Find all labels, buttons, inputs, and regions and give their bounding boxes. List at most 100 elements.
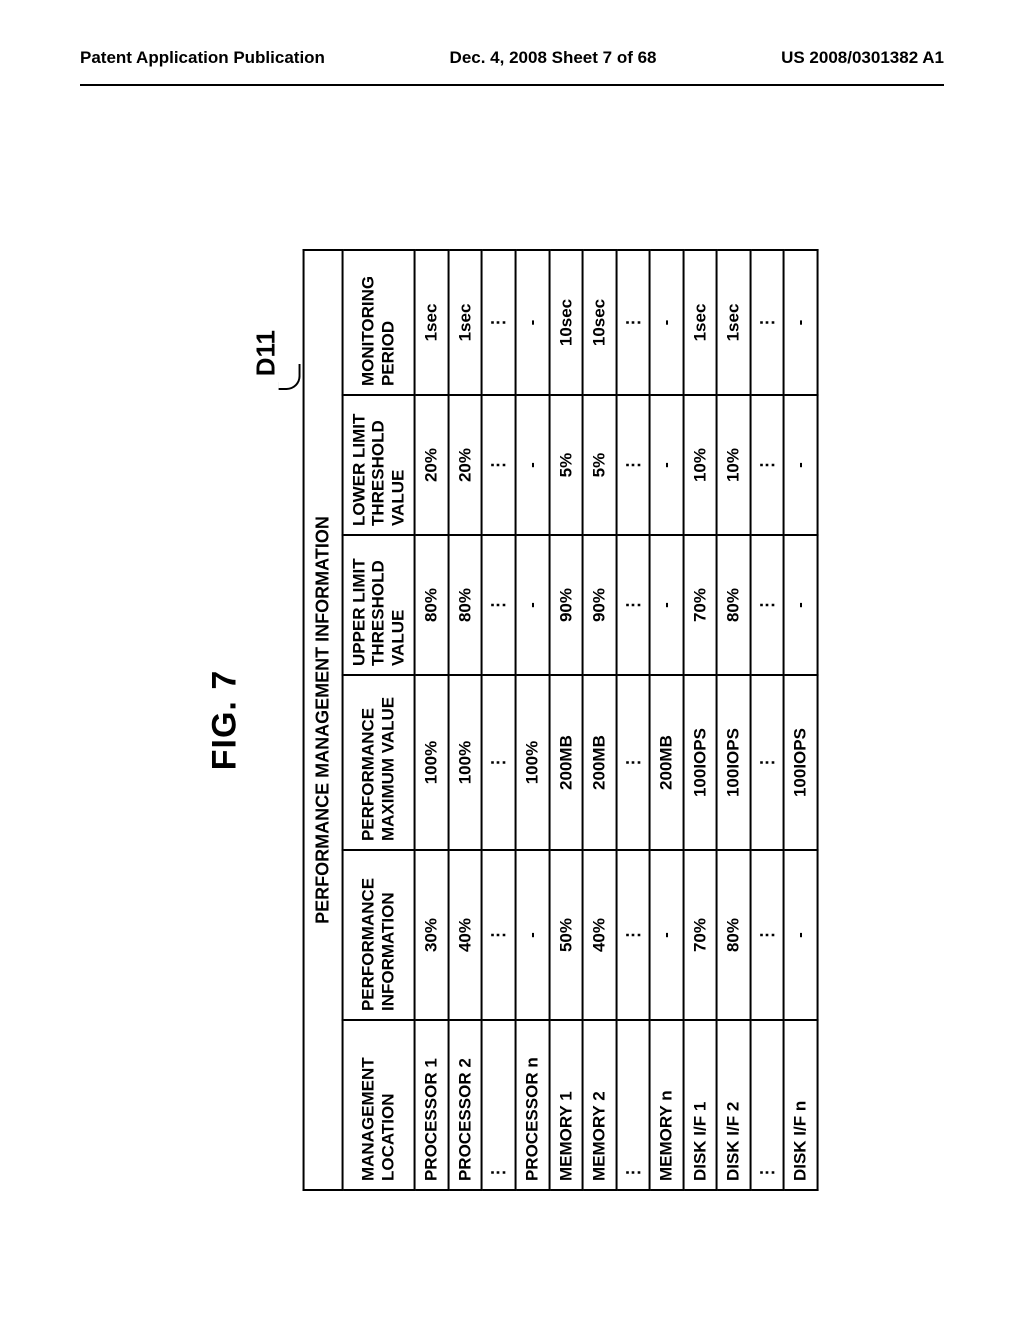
cell: ⋮ xyxy=(482,1020,516,1190)
cell: ⋮ xyxy=(750,535,784,675)
cell: DISK I/F n xyxy=(784,1020,818,1190)
col-lower: LOWER LIMIT THRESHOLD VALUE xyxy=(342,395,415,535)
callout-text: D11 xyxy=(251,330,282,376)
cell: ⋮ xyxy=(616,850,650,1020)
cell: MEMORY 1 xyxy=(549,1020,583,1190)
cell: 80% xyxy=(415,535,449,675)
cell: - xyxy=(784,850,818,1020)
cell: - xyxy=(516,250,550,395)
cell: ⋮ xyxy=(482,675,516,850)
col-perf-info: PERFORMANCE INFORMATION xyxy=(342,850,415,1020)
cell: 10sec xyxy=(583,250,617,395)
cell: 90% xyxy=(583,535,617,675)
cell: - xyxy=(784,535,818,675)
figure-block: FIG. 7 D11 PERFORMANCE MANAGEMENT INFORM… xyxy=(206,210,819,1230)
header-rule xyxy=(80,84,944,86)
sheet-label: Dec. 4, 2008 Sheet 7 of 68 xyxy=(450,48,657,68)
cell: - xyxy=(516,535,550,675)
cell: ⋮ xyxy=(616,395,650,535)
cell: 100IOPS xyxy=(683,675,717,850)
cell: 80% xyxy=(717,850,751,1020)
cell: 70% xyxy=(683,535,717,675)
cell: ⋮ xyxy=(482,250,516,395)
cell: 20% xyxy=(448,395,482,535)
cell: ⋮ xyxy=(616,1020,650,1190)
cell: 200MB xyxy=(549,675,583,850)
cell: ⋮ xyxy=(750,675,784,850)
figure-label: FIG. 7 xyxy=(206,210,245,1230)
cell: 50% xyxy=(549,850,583,1020)
cell: 80% xyxy=(717,535,751,675)
cell: 20% xyxy=(415,395,449,535)
cell: 1sec xyxy=(415,250,449,395)
table-header-row: MANAGEMENT LOCATION PERFORMANCE INFORMAT… xyxy=(342,250,415,1190)
table-row: DISK I/F n-100IOPS--- xyxy=(784,250,818,1190)
cell: ⋮ xyxy=(750,250,784,395)
col-location: MANAGEMENT LOCATION xyxy=(342,1020,415,1190)
figure-callout: D11 xyxy=(257,210,303,1230)
table-row: ⋮⋮⋮⋮⋮⋮ xyxy=(616,250,650,1190)
cell: - xyxy=(516,395,550,535)
cell: 5% xyxy=(583,395,617,535)
table-row: DISK I/F 170%100IOPS70%10%1sec xyxy=(683,250,717,1190)
page-header: Patent Application Publication Dec. 4, 2… xyxy=(0,0,1024,78)
col-perf-max: PERFORMANCE MAXIMUM VALUE xyxy=(342,675,415,850)
table-row: ⋮⋮⋮⋮⋮⋮ xyxy=(482,250,516,1190)
cell: ⋮ xyxy=(750,395,784,535)
cell: 90% xyxy=(549,535,583,675)
cell: PROCESSOR 2 xyxy=(448,1020,482,1190)
table-row: MEMORY 150%200MB90%5%10sec xyxy=(549,250,583,1190)
cell: 1sec xyxy=(448,250,482,395)
cell: MEMORY 2 xyxy=(583,1020,617,1190)
cell: 10% xyxy=(717,395,751,535)
table-row: PROCESSOR 130%100%80%20%1sec xyxy=(415,250,449,1190)
cell: 5% xyxy=(549,395,583,535)
cell: MEMORY n xyxy=(650,1020,684,1190)
cell: 1sec xyxy=(717,250,751,395)
cell: 100IOPS xyxy=(717,675,751,850)
cell: 80% xyxy=(448,535,482,675)
cell: 30% xyxy=(415,850,449,1020)
cell: DISK I/F 2 xyxy=(717,1020,751,1190)
col-upper: UPPER LIMIT THRESHOLD VALUE xyxy=(342,535,415,675)
table-row: DISK I/F 280%100IOPS80%10%1sec xyxy=(717,250,751,1190)
cell: ⋮ xyxy=(482,850,516,1020)
cell: ⋮ xyxy=(616,535,650,675)
table-row: MEMORY n-200MB--- xyxy=(650,250,684,1190)
col-monitoring: MONITORING PERIOD xyxy=(342,250,415,395)
cell: 200MB xyxy=(650,675,684,850)
cell: ⋮ xyxy=(616,250,650,395)
cell: - xyxy=(784,250,818,395)
cell: - xyxy=(516,850,550,1020)
cell: - xyxy=(650,395,684,535)
cell: 1sec xyxy=(683,250,717,395)
table-title: PERFORMANCE MANAGEMENT INFORMATION xyxy=(304,250,343,1190)
cell: ⋮ xyxy=(482,395,516,535)
cell: 100% xyxy=(448,675,482,850)
cell: - xyxy=(650,250,684,395)
cell: 100% xyxy=(415,675,449,850)
cell: 40% xyxy=(583,850,617,1020)
pub-label: Patent Application Publication xyxy=(80,48,325,68)
cell: 70% xyxy=(683,850,717,1020)
pub-number: US 2008/0301382 A1 xyxy=(781,48,944,68)
cell: 100IOPS xyxy=(784,675,818,850)
cell: ⋮ xyxy=(750,1020,784,1190)
table-row: PROCESSOR n-100%--- xyxy=(516,250,550,1190)
cell: 10% xyxy=(683,395,717,535)
cell: ⋮ xyxy=(616,675,650,850)
table-body: PROCESSOR 130%100%80%20%1sec PROCESSOR 2… xyxy=(415,250,818,1190)
cell: 10sec xyxy=(549,250,583,395)
performance-table: PERFORMANCE MANAGEMENT INFORMATION MANAG… xyxy=(303,249,819,1191)
cell: 40% xyxy=(448,850,482,1020)
cell: PROCESSOR n xyxy=(516,1020,550,1190)
cell: ⋮ xyxy=(482,535,516,675)
cell: - xyxy=(650,850,684,1020)
table-row: MEMORY 240%200MB90%5%10sec xyxy=(583,250,617,1190)
callout-leader xyxy=(279,364,301,390)
table-row: ⋮⋮⋮⋮⋮⋮ xyxy=(750,250,784,1190)
cell: 100% xyxy=(516,675,550,850)
cell: - xyxy=(784,395,818,535)
cell: DISK I/F 1 xyxy=(683,1020,717,1190)
cell: 200MB xyxy=(583,675,617,850)
